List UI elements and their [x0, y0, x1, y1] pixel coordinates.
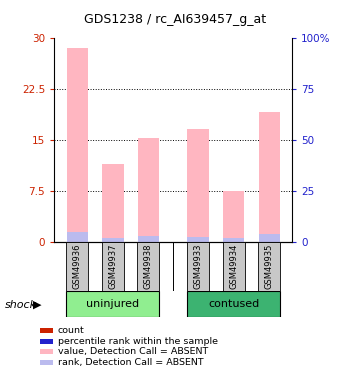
Bar — [223, 242, 245, 291]
Text: GSM49934: GSM49934 — [229, 244, 238, 289]
Bar — [66, 242, 88, 291]
Text: percentile rank within the sample: percentile rank within the sample — [58, 337, 218, 346]
Text: value, Detection Call = ABSENT: value, Detection Call = ABSENT — [58, 347, 208, 356]
Bar — [187, 242, 209, 291]
Bar — [138, 236, 159, 242]
Text: GSM49937: GSM49937 — [108, 243, 117, 289]
Bar — [188, 129, 209, 242]
Bar — [137, 242, 159, 291]
Text: contused: contused — [208, 299, 259, 309]
Text: count: count — [58, 326, 84, 335]
Bar — [223, 191, 244, 242]
Text: GDS1238 / rc_AI639457_g_at: GDS1238 / rc_AI639457_g_at — [84, 13, 266, 26]
Text: GSM49933: GSM49933 — [194, 243, 203, 289]
Text: rank, Detection Call = ABSENT: rank, Detection Call = ABSENT — [58, 358, 203, 367]
Bar — [259, 234, 280, 242]
Bar — [138, 138, 159, 242]
Bar — [187, 291, 280, 317]
Bar — [66, 291, 159, 317]
Text: GSM49936: GSM49936 — [73, 243, 82, 289]
Bar — [102, 242, 124, 291]
Bar — [258, 242, 280, 291]
Bar — [102, 164, 124, 242]
Text: GSM49935: GSM49935 — [265, 244, 274, 289]
Bar — [259, 112, 280, 242]
Text: uninjured: uninjured — [86, 299, 139, 309]
Text: ▶: ▶ — [33, 300, 42, 309]
Bar — [67, 232, 88, 242]
Bar — [102, 238, 124, 242]
Bar — [188, 237, 209, 242]
Text: GSM49938: GSM49938 — [144, 243, 153, 289]
Text: shock: shock — [5, 300, 37, 309]
Bar — [223, 238, 244, 242]
Bar — [67, 48, 88, 242]
